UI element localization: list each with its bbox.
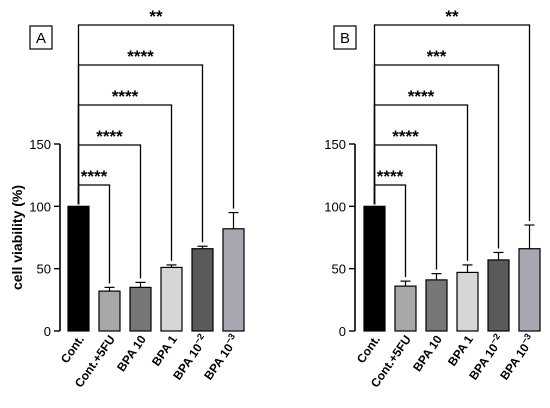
significance-label: ** (149, 7, 163, 26)
bar (191, 248, 214, 332)
bar (487, 259, 510, 332)
category-exponent: −3 (519, 332, 533, 346)
bar (129, 286, 152, 332)
significance-label: **** (96, 127, 123, 146)
panel-label: B (340, 30, 350, 47)
y-axis-title: cell viability (%) (9, 185, 25, 290)
category-label: BPA 1 (445, 332, 476, 368)
panel-label-box (333, 25, 357, 50)
y-tick-label: 100 (324, 199, 346, 214)
bar (363, 205, 386, 332)
category-label: BPA 1 (149, 332, 180, 368)
category-exponent: −2 (192, 332, 206, 346)
significance-label: ** (445, 7, 459, 26)
bar (456, 271, 479, 332)
category-label: BPA 10−3 (496, 332, 538, 383)
category-label: BPA 10 (114, 332, 149, 374)
bar (160, 266, 183, 332)
y-tick-label: 100 (29, 199, 51, 214)
significance-label: **** (81, 167, 108, 186)
category-label: BPA 10−3 (200, 332, 242, 383)
y-tick-label: 50 (37, 262, 51, 277)
bar (98, 290, 121, 332)
bar (222, 228, 245, 332)
bar (394, 285, 417, 332)
significance-label: **** (408, 87, 435, 106)
significance-label: **** (112, 87, 139, 106)
significance-bracket (373, 24, 531, 222)
significance-label: **** (392, 127, 419, 146)
bar (425, 279, 448, 332)
significance-bracket (77, 24, 235, 209)
panel-label: A (36, 30, 46, 47)
significance-label: **** (377, 167, 404, 186)
category-exponent: −2 (488, 332, 502, 346)
y-tick-label: 0 (339, 324, 346, 339)
bar (518, 248, 541, 332)
y-tick-label: 150 (324, 137, 346, 152)
y-tick-label: 50 (332, 262, 346, 277)
y-tick-label: 0 (44, 324, 51, 339)
bar (67, 205, 90, 332)
category-label: Cont. (58, 333, 87, 366)
panel-label-box (29, 25, 53, 50)
significance-label: **** (127, 47, 154, 66)
y-tick-label: 150 (29, 137, 51, 152)
significance-label: *** (427, 47, 447, 66)
category-label: Cont. (354, 333, 383, 366)
category-label: BPA 10 (410, 332, 445, 374)
category-exponent: −3 (223, 332, 237, 346)
